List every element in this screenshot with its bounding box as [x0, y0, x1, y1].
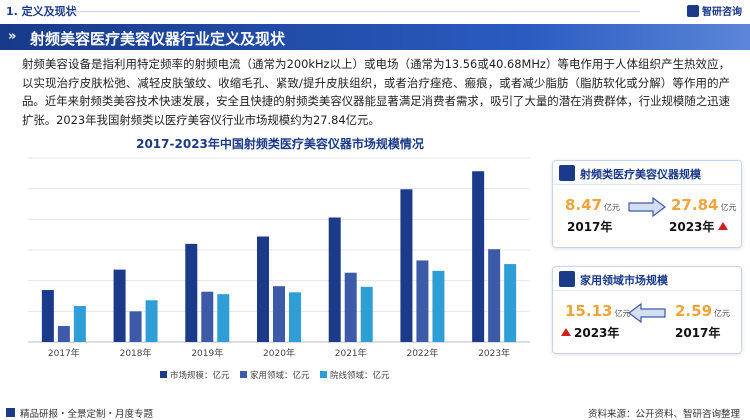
- brand-logo: 智研咨询: [687, 3, 742, 18]
- right-year-text: 2023年: [669, 220, 715, 234]
- title-banner: » 射频美容医疗美容仪器行业定义及现状: [0, 24, 750, 50]
- legend-label: 家用领域：亿元: [250, 370, 310, 381]
- card-right-value: 2.59 亿元: [675, 302, 730, 320]
- chart-icon: [559, 165, 575, 181]
- intro-paragraph: 射频美容设备是指利用特定频率的射频电流（通常为200kHz以上）或电场（通常为1…: [22, 57, 730, 127]
- bar: [57, 326, 70, 342]
- right-value-number: 27.84: [671, 196, 719, 214]
- legend-label: 市场规模：亿元: [170, 370, 230, 381]
- bar: [416, 260, 429, 342]
- bar: [217, 294, 230, 342]
- bar: [289, 292, 301, 342]
- footer-mark-icon: [6, 408, 15, 417]
- card-right-year: 2017年: [675, 326, 721, 340]
- bar: [145, 300, 158, 342]
- card-home-market: 家用领域市场规模 15.13 亿元 2023年 2.59 亿元 2017年: [552, 266, 742, 354]
- card-left-year: 2023年: [561, 324, 619, 341]
- legend-swatch: [160, 371, 167, 378]
- right-value-unit: 亿元: [720, 203, 737, 212]
- header-rule: [70, 11, 640, 12]
- bar-chart: 2017年 2018年 2019年 2020年 2021年 2022年 2023年市场规模：…: [0, 152, 545, 392]
- bar: [488, 249, 501, 342]
- bar: [432, 270, 445, 342]
- banner-title: 射频美容医疗美容仪器行业定义及现状: [30, 30, 286, 48]
- top-bar: 1. 定义及现状 智研咨询: [0, 0, 750, 22]
- card-left-year: 2017年: [567, 220, 613, 234]
- x-tick-label: 2023年: [478, 347, 510, 359]
- card-header: 家用领域市场规模: [553, 267, 741, 291]
- brand-mark-icon: [687, 4, 699, 17]
- left-year-text: 2023年: [574, 326, 620, 340]
- x-tick-label: 2018年: [120, 347, 152, 359]
- bar: [129, 311, 142, 342]
- bar: [185, 243, 198, 342]
- legend-label: 院线领域：亿元: [330, 370, 390, 381]
- card-title: 家用领域市场规模: [580, 274, 668, 287]
- legend-swatch: [240, 371, 247, 378]
- card-right-year: 2023年: [669, 218, 729, 235]
- bar: [73, 305, 86, 342]
- bar: [201, 291, 214, 342]
- right-value-unit: 亿元: [714, 309, 731, 318]
- footer-tagline: 精品研报・全景定制・月度专题: [20, 409, 154, 420]
- up-arrow-icon: [718, 222, 729, 230]
- bar: [504, 264, 517, 342]
- bar: [41, 290, 54, 342]
- x-tick-label: 2019年: [191, 347, 223, 359]
- up-arrow-icon: [561, 328, 571, 336]
- left-value-number: 15.13: [565, 302, 613, 320]
- footer-source: 资料来源：公开资料、智研咨询整理: [587, 409, 740, 420]
- card-title: 射频类医疗美容仪器规模: [580, 168, 701, 181]
- chart-icon: [559, 271, 575, 287]
- x-tick-label: 2020年: [263, 347, 295, 359]
- left-value-unit: 亿元: [614, 309, 631, 318]
- section-title: 1. 定义及现状: [6, 5, 77, 18]
- left-arrow-icon: [628, 303, 666, 323]
- left-value-number: 8.47: [565, 196, 603, 214]
- x-tick-label: 2017年: [48, 347, 80, 359]
- card-total-market: 射频类医疗美容仪器规模 8.47 亿元 2017年 27.84 亿元 2023年: [552, 160, 742, 248]
- x-tick-label: 2021年: [335, 347, 367, 359]
- bar: [328, 217, 341, 342]
- bar: [257, 236, 269, 342]
- legend-swatch: [320, 371, 327, 378]
- chart-title: 2017-2023年中国射频类医疗美容仪器市场规模情况: [136, 137, 424, 151]
- footer: 精品研报・全景定制・月度专题 资料来源：公开资料、智研咨询整理: [0, 405, 750, 420]
- x-tick-label: 2022年: [406, 347, 438, 359]
- left-value-unit: 亿元: [604, 203, 621, 212]
- card-right-value: 27.84 亿元: [671, 196, 736, 214]
- card-left-value: 8.47 亿元: [565, 196, 620, 214]
- chart-svg: 2017年 2018年 2019年 2020年 2021年 2022年 2023年市场规模：…: [28, 157, 530, 381]
- bar: [113, 269, 126, 342]
- bar: [360, 286, 373, 342]
- brand-name: 智研咨询: [702, 7, 742, 18]
- right-arrow-icon: [628, 197, 666, 217]
- double-chevron-icon: »: [8, 29, 17, 44]
- card-left-value: 15.13 亿元: [565, 302, 630, 320]
- bar: [472, 171, 485, 342]
- bar: [344, 272, 357, 342]
- bar: [273, 286, 285, 342]
- right-value-number: 2.59: [675, 302, 713, 320]
- bar: [400, 189, 413, 342]
- card-header: 射频类医疗美容仪器规模: [553, 161, 741, 185]
